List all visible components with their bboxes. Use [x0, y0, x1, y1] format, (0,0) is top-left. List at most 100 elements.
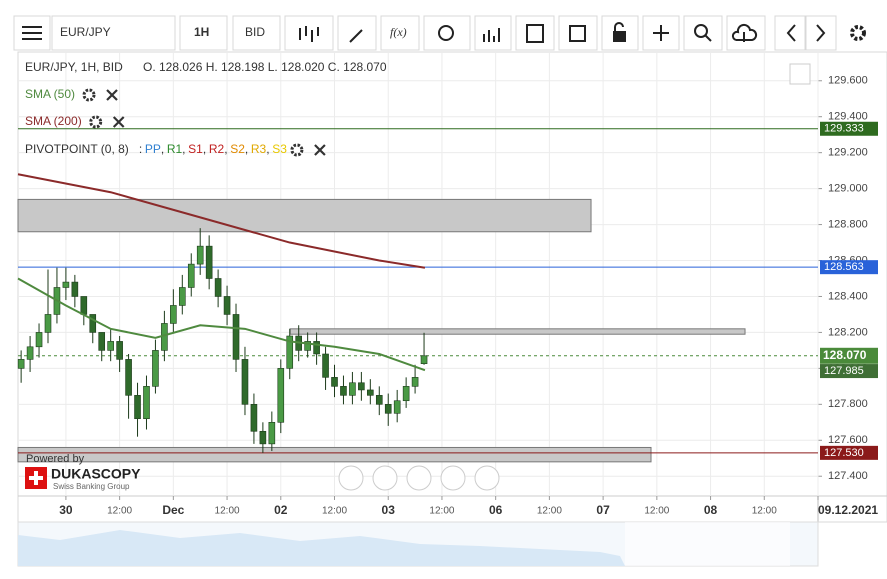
x-tick-label: 03: [382, 503, 396, 517]
icon: f(x): [390, 25, 407, 39]
remove-icon[interactable]: [314, 144, 326, 156]
y-tick-label: 128.800: [828, 218, 868, 230]
logo-cross: [29, 471, 43, 485]
price-tag: [820, 347, 878, 364]
candle-body: [268, 421, 276, 445]
level-tag: [820, 121, 878, 136]
candle-body: [44, 314, 52, 333]
pivot-item: PP: [145, 142, 161, 156]
maximize-button[interactable]: [789, 63, 811, 85]
candle-body: [71, 281, 79, 297]
icon: [704, 34, 712, 42]
candle-body: [89, 314, 97, 333]
candle-body: [241, 359, 249, 405]
sma-label: 127.985: [824, 365, 864, 377]
period-box[interactable]: [179, 15, 228, 51]
candle-body: [134, 395, 141, 420]
powered-by: Powered by: [26, 453, 85, 465]
remove-icon[interactable]: [112, 116, 125, 128]
side: BID: [245, 25, 265, 39]
menu-icon: [22, 26, 42, 40]
candle-body: [286, 335, 294, 369]
zoom-out[interactable]: [372, 465, 398, 491]
remove-icon[interactable]: [106, 89, 118, 101]
volume-button[interactable]: [474, 15, 512, 51]
pivot-item: R1: [167, 142, 183, 156]
icon: [613, 31, 626, 42]
navigator-window[interactable]: [625, 522, 790, 566]
candle-body: [384, 404, 392, 414]
separator: ,: [203, 142, 206, 156]
zoom-button[interactable]: [683, 15, 723, 51]
separator: ,: [224, 142, 227, 156]
candle-body: [125, 359, 132, 396]
upload-button[interactable]: [726, 15, 766, 51]
scroll-right[interactable]: [474, 465, 500, 491]
level-label: 127.530: [824, 447, 864, 459]
next-button[interactable]: [805, 15, 837, 51]
scroll-left[interactable]: [338, 465, 364, 491]
separator: ,: [161, 142, 164, 156]
candle-body: [349, 382, 356, 396]
legend-entry: SMA (200): [25, 114, 82, 128]
chart-type-button[interactable]: [284, 15, 334, 51]
candle-body: [313, 341, 320, 355]
candle-body: [277, 368, 285, 423]
settings-icon[interactable]: [82, 88, 96, 102]
prev-button[interactable]: [774, 15, 806, 51]
pivot-item: S2: [230, 142, 245, 156]
calendar-button[interactable]: [515, 15, 555, 51]
x-tick-label: 09.12.2021: [818, 503, 878, 517]
level-tag: [820, 445, 878, 460]
indicator-button[interactable]: [380, 15, 420, 51]
level-tag: [820, 260, 878, 275]
branding: Powered by DUKASCOPY Swiss Banking Group: [25, 453, 141, 491]
icon: [349, 29, 363, 43]
candle-body: [17, 359, 25, 369]
settings-icon[interactable]: [290, 143, 304, 157]
separator: ,: [245, 142, 248, 156]
draw-button[interactable]: [337, 15, 377, 51]
reset[interactable]: [406, 465, 432, 491]
x-tick-label: 12:00: [107, 506, 132, 517]
candle-body: [411, 377, 419, 387]
y-tick-label: 128.200: [828, 326, 868, 338]
pivot-item: S3: [272, 142, 287, 156]
legend-entry: PIVOTPOINT (0, 8): [25, 142, 129, 156]
symbol: EUR/JPY: [60, 25, 111, 39]
price-label: 128.070: [823, 348, 867, 362]
candle-body: [178, 287, 186, 306]
level-label: 128.563: [824, 261, 864, 273]
icon: [786, 24, 796, 42]
y-tick-label: 127.800: [828, 398, 868, 410]
info-button[interactable]: [423, 15, 471, 51]
brand-name: DUKASCOPY: [51, 466, 141, 482]
y-tick-label: 129.200: [828, 147, 868, 159]
symbol-box[interactable]: [51, 15, 176, 51]
candle-body: [250, 404, 258, 432]
x-tick-label: 12:00: [537, 506, 562, 517]
news-button[interactable]: [558, 15, 598, 51]
legend-entry: SMA (50): [25, 87, 75, 101]
candle-body: [375, 395, 383, 405]
level-label: 129.333: [824, 123, 864, 135]
candle-body: [80, 296, 88, 315]
navigator-area: [18, 530, 625, 566]
zoom-in[interactable]: [440, 465, 466, 491]
side-box[interactable]: [232, 15, 281, 51]
candle-body: [35, 332, 43, 348]
icon: [483, 28, 500, 42]
settings-icon[interactable]: [850, 25, 866, 41]
settings-icon[interactable]: [89, 115, 103, 129]
y-tick-label: 129.000: [828, 183, 868, 195]
x-tick-label: Dec: [162, 503, 184, 517]
toolbar: EUR/JPY 1H BID f(x): [13, 15, 866, 51]
x-tick-label: 30: [59, 503, 73, 517]
x-tick-label: 12:00: [429, 506, 454, 517]
candle-body: [367, 389, 374, 396]
icon: [653, 25, 669, 41]
pivot-item: S1: [188, 142, 203, 156]
candle-body: [205, 245, 213, 279]
candle-body: [26, 346, 34, 360]
